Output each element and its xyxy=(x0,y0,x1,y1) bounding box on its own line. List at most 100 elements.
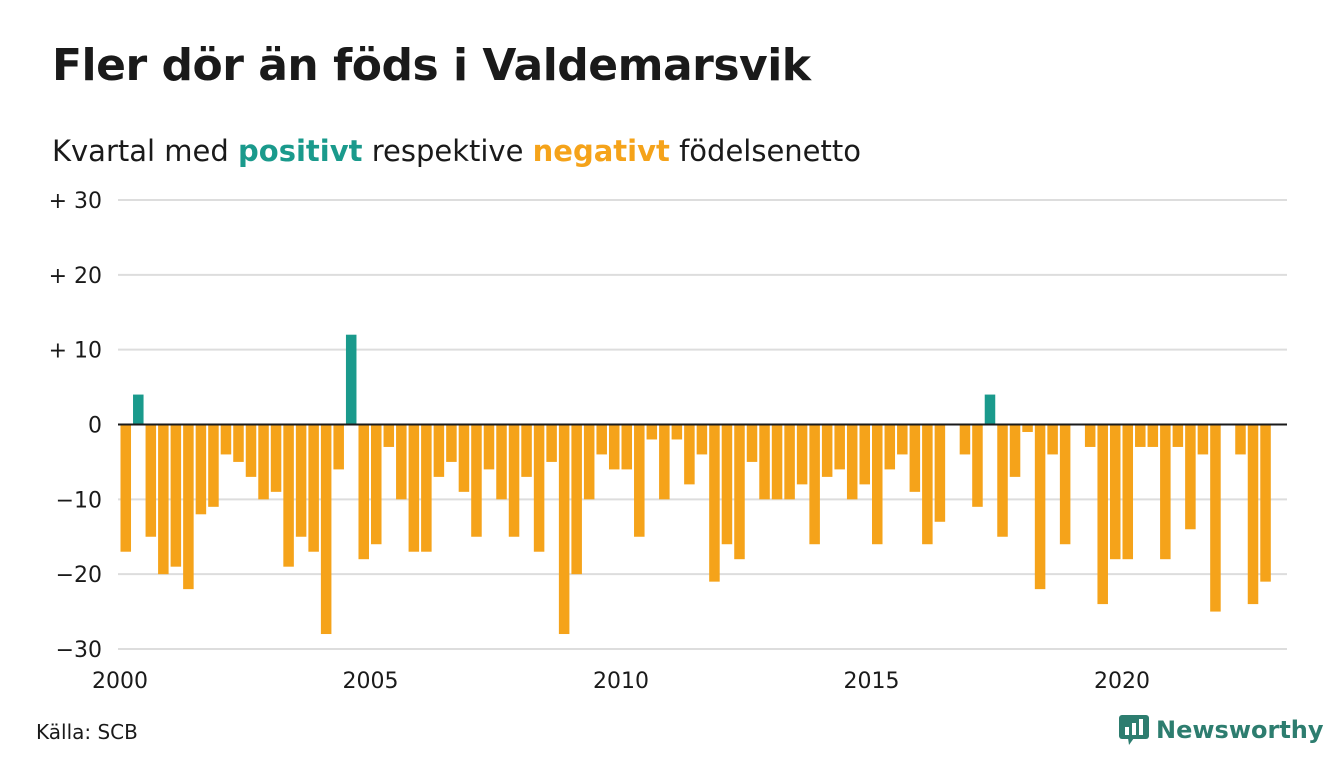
bar xyxy=(446,424,457,462)
chart-subtitle: Kvartal med positivt respektive negativt… xyxy=(52,134,861,168)
bar xyxy=(959,424,971,455)
chart-title: Fler dör än föds i Valdemarsvik xyxy=(52,40,811,91)
bar xyxy=(571,424,582,575)
bar xyxy=(1084,424,1096,447)
x-tick-label: 2015 xyxy=(844,669,900,694)
bar xyxy=(997,424,1008,537)
bar xyxy=(922,424,933,545)
bar xyxy=(634,424,645,537)
bar xyxy=(383,424,395,447)
bar xyxy=(558,424,570,635)
y-tick-label: −20 xyxy=(56,563,102,588)
bar xyxy=(533,424,545,552)
bar xyxy=(583,424,595,500)
y-tick-label: + 30 xyxy=(49,189,102,214)
bar xyxy=(396,424,407,500)
bar xyxy=(1009,424,1021,477)
bar xyxy=(796,424,808,485)
y-tick-label: −30 xyxy=(56,638,102,663)
x-tick-label: 2020 xyxy=(1094,669,1150,694)
bar xyxy=(471,424,482,537)
bar xyxy=(1197,424,1209,455)
bar xyxy=(1160,424,1171,560)
bar xyxy=(1210,424,1221,612)
x-tick-label: 2010 xyxy=(593,669,649,694)
bar xyxy=(608,424,620,470)
bar xyxy=(295,424,307,537)
subtitle-middle: respektive xyxy=(362,134,533,168)
bar xyxy=(1135,424,1146,447)
bar xyxy=(684,424,695,485)
bar xyxy=(859,424,870,485)
bar xyxy=(1172,424,1184,447)
bar xyxy=(821,424,833,477)
bar xyxy=(884,424,896,470)
bar xyxy=(283,424,294,567)
bar xyxy=(1247,424,1259,605)
bar xyxy=(934,424,946,522)
bar xyxy=(659,424,670,500)
bar xyxy=(496,424,507,500)
bar xyxy=(759,424,770,500)
bar xyxy=(1059,424,1071,545)
bar xyxy=(834,424,845,470)
bar xyxy=(734,424,745,560)
bar xyxy=(1122,424,1134,560)
y-tick-label: + 20 xyxy=(49,264,102,289)
bar xyxy=(508,424,520,537)
bar xyxy=(433,424,445,477)
source-label: Källa: SCB xyxy=(36,720,138,744)
newsworthy-logo: Newsworthy xyxy=(1118,714,1324,746)
bar xyxy=(521,424,532,477)
bar xyxy=(133,394,144,425)
bar xyxy=(233,424,244,462)
bar xyxy=(646,424,658,440)
bar xyxy=(872,424,883,545)
bar xyxy=(245,424,257,477)
bar xyxy=(170,424,182,567)
bar xyxy=(208,424,219,507)
bar xyxy=(1235,424,1246,455)
bar xyxy=(1260,424,1271,582)
bar xyxy=(458,424,470,492)
bar xyxy=(1185,424,1196,530)
bar xyxy=(308,424,319,552)
bar xyxy=(371,424,382,545)
subtitle-prefix: Kvartal med xyxy=(52,134,239,168)
bar xyxy=(120,424,132,552)
bar xyxy=(621,424,633,470)
newsworthy-logo-text: Newsworthy xyxy=(1156,716,1324,744)
bar xyxy=(1097,424,1108,605)
bar xyxy=(1109,424,1121,560)
bar xyxy=(358,424,369,560)
bar xyxy=(546,424,557,462)
bar xyxy=(897,424,908,455)
y-tick-label: + 10 xyxy=(49,339,102,364)
bar xyxy=(721,424,733,545)
bar xyxy=(709,424,720,582)
bar xyxy=(195,424,207,515)
bar xyxy=(972,424,983,507)
bar xyxy=(1147,424,1159,447)
bar xyxy=(771,424,783,500)
bar xyxy=(846,424,858,500)
bar xyxy=(220,424,232,455)
bar xyxy=(333,424,344,470)
bar xyxy=(784,424,795,500)
subtitle-suffix: födelsenetto xyxy=(669,134,861,168)
subtitle-negative: negativt xyxy=(532,134,670,168)
bar xyxy=(421,424,432,552)
bar xyxy=(270,424,282,492)
subtitle-positive: positivt xyxy=(238,134,363,168)
bar xyxy=(596,424,607,455)
bar xyxy=(1034,424,1046,590)
y-tick-label: 0 xyxy=(88,414,102,439)
bar xyxy=(483,424,495,470)
x-tick-label: 2005 xyxy=(343,669,399,694)
x-tick-label: 2000 xyxy=(92,669,148,694)
bar xyxy=(258,424,269,500)
bar xyxy=(158,424,169,575)
newsworthy-logo-icon xyxy=(1119,715,1149,745)
bar xyxy=(320,424,332,635)
